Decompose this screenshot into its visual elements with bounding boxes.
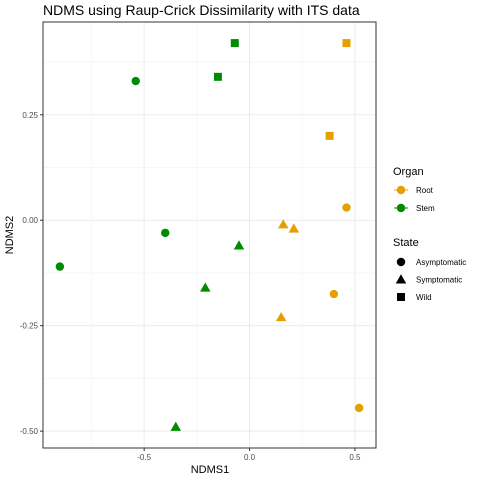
point-root-wild — [342, 39, 351, 48]
plot-border — [42, 21, 377, 449]
minor-gridlines — [43, 22, 376, 448]
legend-organ-label: Root — [416, 186, 434, 195]
legend-state-label: Asymptomatic — [416, 258, 466, 267]
legend-state-item: Symptomatic — [395, 274, 462, 285]
x-tick-label: 0.0 — [244, 453, 256, 462]
x-tick-label: -0.5 — [137, 453, 151, 462]
legend-organ-entries: Root Stem — [394, 185, 435, 213]
x-axis: -0.5 0.0 0.5 — [137, 448, 361, 462]
point-stem-asymptomatic — [55, 262, 65, 271]
y-tick-label: 0.25 — [22, 111, 38, 120]
legend-organ-title: Organ — [393, 166, 424, 178]
x-axis-title: NDMS1 — [191, 464, 230, 476]
legend-state-label: Wild — [416, 293, 432, 302]
data-points — [55, 39, 364, 431]
legend-organ-label: Stem — [416, 204, 435, 213]
point-stem-asymptomatic — [161, 228, 170, 238]
chart-title: NDMS using Raup-Crick Dissimilarity with… — [43, 2, 360, 18]
point-stem-asymptomatic — [131, 76, 140, 86]
point-root-symptomatic — [288, 223, 300, 233]
legend-organ-item: Root — [394, 185, 434, 195]
legend-state-label: Symptomatic — [416, 276, 462, 285]
legend-key-stem — [396, 203, 406, 213]
legend: Organ Root Stem State Asymptomatic Symptom… — [393, 166, 466, 302]
point-root-asymptomatic — [354, 403, 364, 413]
point-root-symptomatic — [275, 311, 287, 322]
point-stem-symptomatic — [170, 421, 182, 431]
point-stem-symptomatic — [233, 240, 245, 250]
legend-key-wild — [397, 293, 405, 301]
legend-state-title: State — [393, 237, 419, 249]
legend-key-root — [396, 185, 406, 195]
legend-state-item: Wild — [397, 293, 432, 302]
legend-key-asymptomatic — [396, 257, 406, 267]
plot-panel — [42, 21, 377, 449]
y-tick-label: 0.00 — [22, 216, 38, 225]
legend-state-entries: Asymptomatic Symptomatic Wild — [395, 257, 466, 302]
point-root-wild — [325, 131, 334, 140]
major-gridlines — [43, 22, 376, 448]
point-stem-symptomatic — [200, 282, 211, 292]
legend-organ-item: Stem — [394, 203, 435, 213]
point-root-asymptomatic — [342, 203, 351, 212]
legend-key-symptomatic — [395, 274, 407, 284]
y-tick-label: -0.25 — [20, 322, 39, 331]
plot-background — [43, 22, 376, 448]
point-root-symptomatic — [278, 219, 289, 229]
legend-state-item: Asymptomatic — [396, 257, 466, 267]
point-stem-wild — [213, 72, 222, 81]
point-root-asymptomatic — [329, 289, 339, 299]
y-axis-title: NDMS2 — [4, 216, 16, 255]
x-tick-label: 0.5 — [349, 453, 361, 462]
y-axis: 0.25 0.00 -0.25 -0.50 — [20, 111, 43, 436]
point-stem-wild — [230, 39, 239, 48]
y-tick-label: -0.50 — [20, 427, 39, 436]
